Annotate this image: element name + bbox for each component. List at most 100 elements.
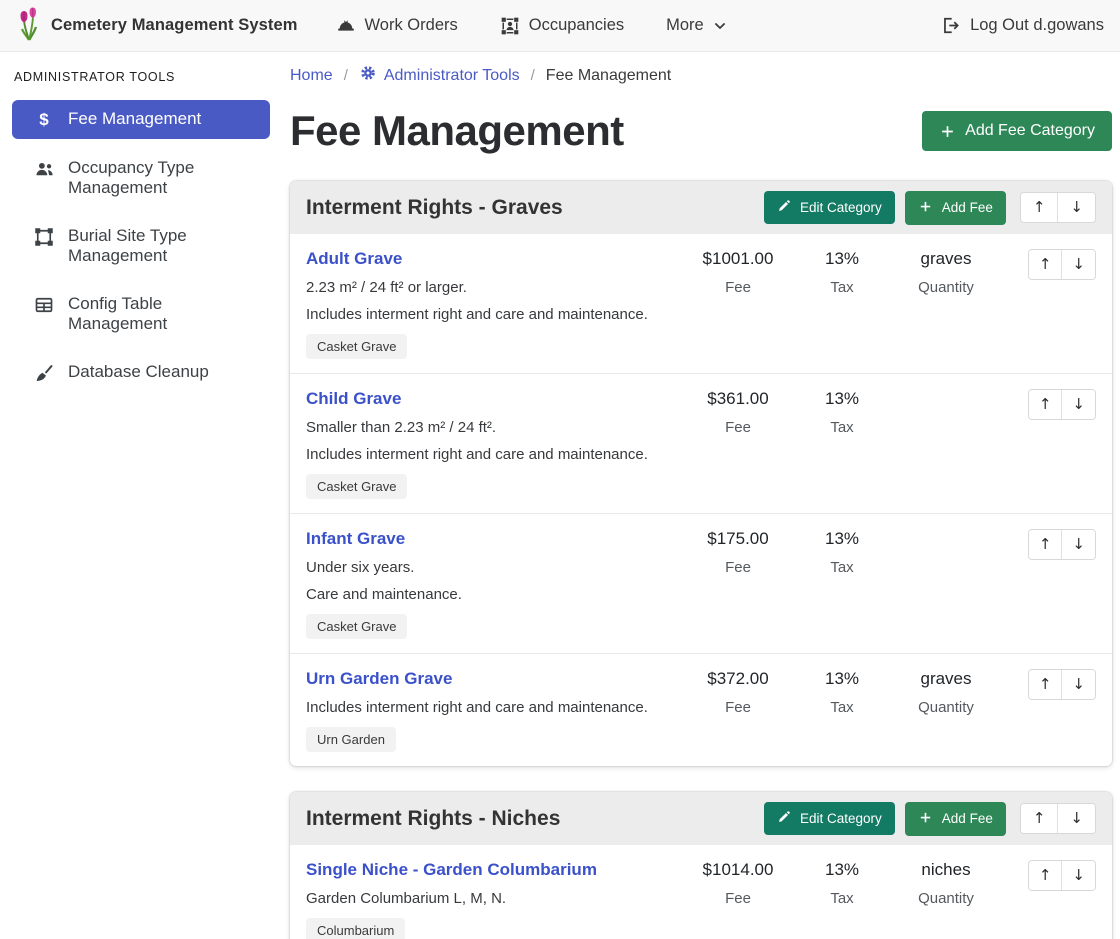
add-fee-button[interactable]: Add Fee	[904, 801, 1006, 836]
fee-row-main: Adult Grave 2.23 m² / 24 ft² or larger. In…	[306, 249, 686, 359]
sidebar-item-occupancy-type-management[interactable]: Occupancy Type Management	[12, 149, 270, 207]
fee-description: 2.23 m² / 24 ft² or larger.	[306, 279, 467, 296]
move-category-up-button[interactable]: ↑	[1020, 193, 1058, 222]
nav-item-label: Work Orders	[364, 16, 458, 34]
move-category-up-button[interactable]: ↑	[1020, 804, 1058, 833]
sidebar-heading: ADMINISTRATOR TOOLS	[14, 70, 176, 84]
fee-name-link[interactable]: Urn Garden Grave	[306, 669, 453, 688]
sidebar-item-database-cleanup[interactable]: Database Cleanup	[12, 353, 270, 393]
fee-fee-label: Fee	[725, 890, 751, 907]
fee-fee-value: $372.00	[707, 669, 769, 688]
sidebar-item-burial-site-type-management[interactable]: Burial Site Type Management	[12, 217, 270, 275]
move-fee-down-button[interactable]: ↓	[1061, 861, 1095, 890]
fee-tax-column: 13% Tax	[790, 669, 894, 716]
breadcrumb-administrator-tools[interactable]: Administrator Tools	[359, 64, 520, 87]
fee-quantity-value: graves	[920, 249, 972, 268]
fee-type-badge: Urn Garden	[306, 727, 396, 752]
move-fee-down-button[interactable]: ↓	[1061, 670, 1095, 699]
fee-quantity-column: niches Quantity	[894, 860, 998, 907]
fee-row-main: Infant Grave Under six years. Care and mai…	[306, 529, 686, 639]
move-fee-down-button[interactable]: ↓	[1061, 390, 1095, 419]
add-fee-button[interactable]: Add Fee	[904, 190, 1006, 225]
breadcrumb-home[interactable]: Home	[290, 67, 333, 85]
sidebar-item-label: Fee Management	[68, 109, 202, 128]
fee-row: Child Grave Smaller than 2.23 m² / 24 ft²…	[290, 373, 1112, 513]
move-fee-down-button[interactable]: ↓	[1061, 530, 1095, 559]
fee-row-main: Single Niche - Garden Columbarium Garden …	[306, 860, 686, 939]
move-fee-up-button[interactable]: ↑	[1028, 670, 1062, 699]
fee-categories: Interment Rights - Graves Edit Category Ad…	[290, 181, 1112, 939]
fee-description: Care and maintenance.	[306, 586, 462, 603]
brand-title: Cemetery Management System	[51, 16, 298, 34]
sidebar-item-fee-management[interactable]: $ Fee Management	[12, 100, 270, 139]
add-fee-category-label: Add Fee Category	[965, 122, 1095, 139]
fee-fee-value: $1014.00	[702, 860, 774, 879]
fee-tax-label: Tax	[830, 559, 854, 576]
fee-description: Under six years.	[306, 559, 415, 576]
edit-category-label: Edit Category	[800, 811, 882, 826]
fee-name-link[interactable]: Infant Grave	[306, 529, 406, 548]
move-category-down-button[interactable]: ↓	[1057, 193, 1095, 222]
fee-tax-label: Tax	[830, 699, 854, 716]
breadcrumb: Home / Administrator Tools / Fee Management	[290, 53, 1112, 87]
fee-fee-label: Fee	[725, 279, 751, 296]
add-fee-label: Add Fee	[941, 200, 993, 215]
add-fee-category-button[interactable]: Add Fee Category	[922, 111, 1112, 151]
tulip-logo-icon	[20, 7, 38, 41]
nav-item-label: More	[666, 16, 704, 34]
broom-icon	[32, 363, 56, 384]
edit-category-button[interactable]: Edit Category	[764, 191, 895, 224]
fee-type-badge: Casket Grave	[306, 474, 408, 499]
occupancy-icon	[500, 16, 520, 36]
fee-category-card: Interment Rights - Graves Edit Category Ad…	[290, 181, 1112, 766]
fee-tax-value: 13%	[824, 249, 860, 268]
fee-fee-column: $372.00 Fee	[686, 669, 790, 716]
fee-name-link[interactable]: Adult Grave	[306, 249, 403, 268]
sidebar: ADMINISTRATOR TOOLS $ Fee Management Occup…	[0, 53, 282, 403]
fee-fee-column: $1001.00 Fee	[686, 249, 790, 296]
fee-type-badge: Columbarium	[306, 918, 406, 939]
chevron-down-icon	[713, 19, 727, 33]
fee-reorder-group: ↑ ↓	[1014, 529, 1096, 560]
category-header: Interment Rights - Graves Edit Category Ad…	[290, 181, 1112, 234]
move-category-down-button[interactable]: ↓	[1057, 804, 1095, 833]
fee-quantity-value: niches	[921, 860, 971, 879]
sidebar-item-config-table-management[interactable]: Config Table Management	[12, 285, 270, 343]
brand[interactable]: Cemetery Management System	[16, 7, 298, 45]
logout-icon	[941, 16, 960, 35]
fee-fee-label: Fee	[725, 419, 751, 436]
fee-tax-value: 13%	[824, 669, 860, 688]
fee-tax-value: 13%	[824, 389, 860, 408]
fee-reorder-group: ↑ ↓	[1014, 249, 1096, 280]
breadcrumb-label: Administrator Tools	[383, 66, 520, 84]
fee-tax-value: 13%	[824, 860, 860, 879]
nav-item-occupancies[interactable]: Occupancies	[500, 16, 624, 36]
category-header: Interment Rights - Niches Edit Category Ad…	[290, 792, 1112, 845]
fee-quantity-label: Quantity	[918, 279, 974, 296]
move-fee-up-button[interactable]: ↑	[1028, 530, 1062, 559]
move-fee-up-button[interactable]: ↑	[1028, 861, 1062, 890]
fee-name-link[interactable]: Single Niche - Garden Columbarium	[306, 860, 597, 879]
fee-reorder-group: ↑ ↓	[1014, 860, 1096, 891]
main-content: Home / Administrator Tools / Fee Management …	[290, 53, 1112, 939]
sidebar-item-label: Occupancy Type Management	[68, 158, 195, 197]
fee-fee-label: Fee	[725, 559, 751, 576]
page-head: Fee Management Add Fee Category	[290, 107, 1112, 155]
fee-name-link[interactable]: Child Grave	[306, 389, 402, 408]
logout-button[interactable]: Log Out d.gowans	[941, 16, 1104, 35]
sidebar-item-label: Config Table Management	[68, 294, 168, 333]
breadcrumb-label: Home	[290, 66, 333, 84]
fee-type-badge: Casket Grave	[306, 334, 408, 359]
dollar-icon: $	[39, 110, 49, 129]
sidebar-item-label: Database Cleanup	[68, 362, 209, 381]
category-title: Interment Rights - Niches	[306, 806, 561, 830]
nav-item-more[interactable]: More	[666, 16, 727, 35]
edit-category-button[interactable]: Edit Category	[764, 802, 895, 835]
nav-item-work-orders[interactable]: Work Orders	[336, 16, 458, 36]
move-fee-up-button[interactable]: ↑	[1028, 250, 1062, 279]
move-fee-down-button[interactable]: ↓	[1061, 250, 1095, 279]
move-fee-up-button[interactable]: ↑	[1028, 390, 1062, 419]
sidebar-items: $ Fee Management Occupancy Type Management…	[12, 100, 270, 393]
fee-fee-column: $361.00 Fee	[686, 389, 790, 436]
